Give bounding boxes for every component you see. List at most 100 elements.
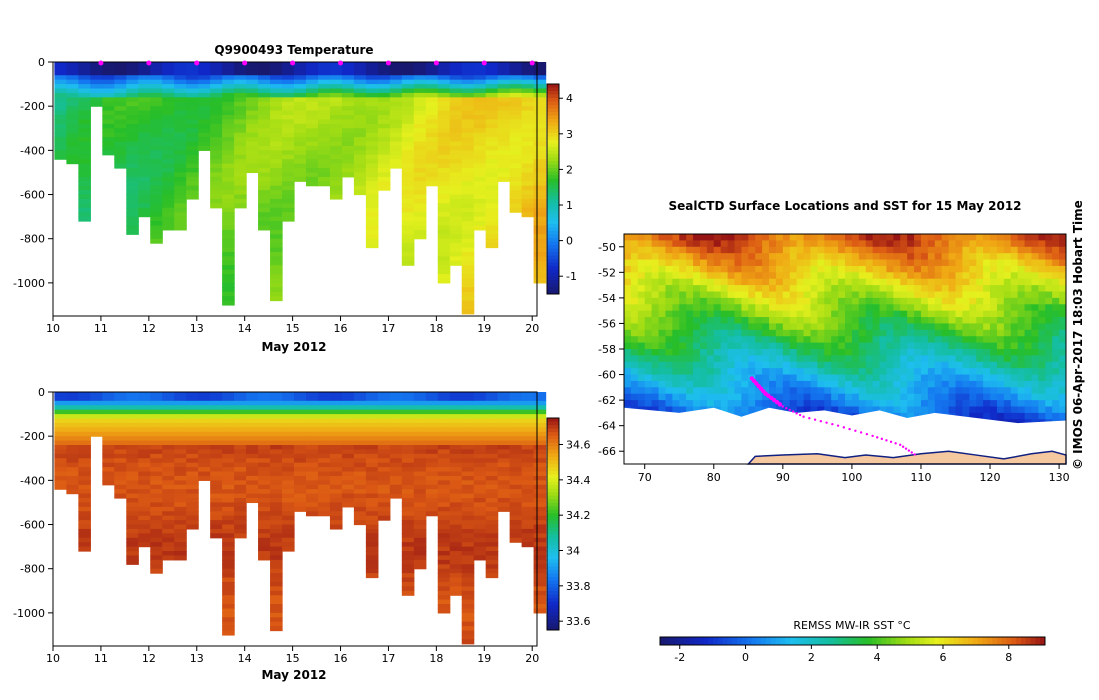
profile-cell	[186, 115, 199, 121]
profile-cell	[162, 542, 175, 548]
profile-cell	[162, 137, 175, 143]
x-tick-label: 10	[46, 322, 60, 335]
profile-cell	[246, 88, 259, 94]
profile-cell	[126, 418, 139, 424]
profile-cell	[329, 427, 343, 433]
sst-cell	[637, 323, 646, 331]
profile-cell	[473, 181, 487, 187]
sst-cell	[803, 355, 811, 363]
profile-cell	[329, 475, 343, 481]
profile-cell	[449, 537, 463, 543]
profile-cell	[90, 409, 103, 415]
profile-cell	[365, 498, 379, 504]
profile-cell	[138, 110, 151, 116]
profile-cell	[150, 97, 163, 103]
profile-cell	[294, 405, 307, 411]
profile-cell	[533, 141, 547, 147]
profile-cell	[365, 515, 379, 521]
profile-cell	[509, 515, 523, 521]
sst-cell	[630, 246, 639, 254]
profile-cell	[66, 79, 79, 85]
colorbar-segment	[547, 601, 559, 606]
sst-cell	[741, 323, 749, 331]
sst-cell	[996, 240, 1005, 248]
profile-cell	[138, 480, 151, 486]
sst-cell	[914, 265, 922, 273]
profile-cell	[389, 128, 403, 134]
sst-cell	[1003, 349, 1012, 356]
profile-cell	[449, 551, 463, 557]
profile-cell	[150, 392, 163, 398]
profile-cell	[509, 396, 523, 402]
profile-cell	[246, 458, 259, 464]
profile-cell	[102, 70, 115, 76]
profile-cell	[473, 62, 487, 68]
sst-cell	[934, 240, 943, 248]
profile-cell	[270, 524, 283, 530]
sst-cell	[948, 393, 956, 401]
profile-cell	[174, 546, 187, 552]
sst-cell	[782, 310, 791, 318]
profile-cell	[389, 396, 403, 402]
sst-cell	[699, 374, 708, 382]
profile-cell	[533, 546, 547, 552]
profile-cell	[66, 392, 79, 398]
profile-cell	[485, 176, 499, 182]
sst-cell	[983, 400, 991, 407]
profile-cell	[437, 462, 451, 468]
sst-cell	[1031, 265, 1039, 273]
profile-cell	[258, 506, 271, 512]
profile-marker	[98, 60, 104, 66]
sst-cell	[686, 259, 694, 267]
sst-cell	[907, 323, 915, 331]
profile-cell	[78, 128, 91, 134]
profile-cell	[389, 405, 403, 411]
sst-cell	[969, 412, 977, 420]
sst-cell	[941, 336, 950, 344]
sst-cell	[865, 310, 874, 318]
sst-cell	[962, 253, 970, 261]
sst-cell	[990, 310, 998, 318]
temperature-y-axis: 0-200-400-600-800-1000	[13, 56, 53, 290]
profile-cell	[341, 480, 355, 486]
profile-cell	[138, 150, 151, 156]
profile-cell	[258, 198, 271, 204]
profile-cell	[305, 471, 319, 477]
profile-cell	[377, 176, 391, 182]
profile-cell	[282, 176, 295, 182]
profile-cell	[114, 79, 127, 85]
profile-cell	[150, 92, 163, 98]
sst-cell	[824, 240, 832, 248]
sst-cell	[1017, 246, 1026, 254]
profile-cell	[150, 405, 163, 411]
profile-cell	[449, 453, 463, 459]
profile-cell	[461, 251, 475, 257]
sst-cell	[1010, 355, 1019, 363]
sst-cell	[630, 380, 639, 388]
sst-cell	[838, 368, 846, 376]
profile-cell	[413, 515, 427, 521]
profile-cell	[353, 484, 367, 490]
sst-cell	[872, 259, 881, 267]
sst-cell	[644, 310, 653, 318]
profile-cell	[258, 159, 271, 165]
sst-cell	[817, 387, 825, 395]
colorbar-segment	[547, 273, 559, 277]
profile-cell	[461, 418, 475, 424]
colorbar-segment	[547, 509, 559, 514]
sst-cell	[858, 304, 867, 312]
profile-cell	[234, 145, 247, 151]
sst-cell	[1038, 400, 1046, 407]
profile-cell	[329, 75, 343, 81]
profile-cell	[449, 542, 463, 548]
profile-cell	[210, 445, 223, 451]
profile-cell	[150, 141, 163, 147]
profile-cell	[461, 282, 475, 288]
profile-cell	[282, 212, 295, 218]
profile-cell	[437, 498, 451, 504]
sst-cell	[962, 368, 970, 376]
profile-cell	[449, 568, 463, 574]
profile-cell	[162, 123, 175, 129]
profile-cell	[234, 88, 247, 94]
profile-cell	[174, 520, 187, 526]
